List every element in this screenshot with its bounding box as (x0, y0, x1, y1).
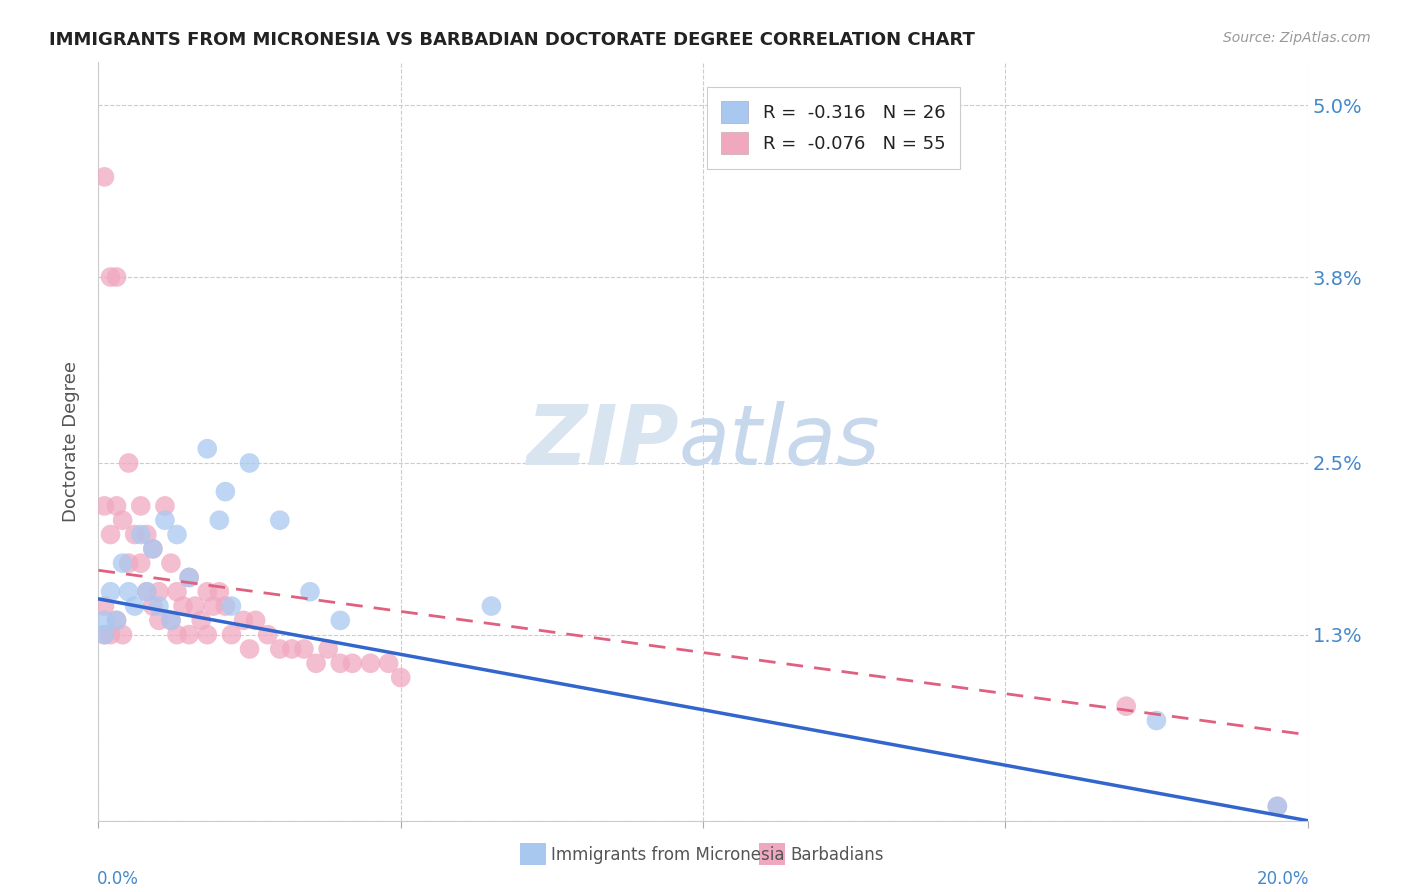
Point (1115, 699, 1137, 714)
Point (118, 584, 141, 599)
Point (93, 628, 115, 642)
Point (160, 613, 183, 627)
Point (208, 513, 231, 527)
Point (105, 270, 128, 285)
Point (221, 599, 243, 613)
Point (195, 442, 218, 456)
Text: Immigrants from Micronesia: Immigrants from Micronesia (551, 846, 785, 863)
Point (245, 613, 267, 627)
Point (166, 584, 188, 599)
Text: IMMIGRANTS FROM MICRONESIA VS BARBADIAN DOCTORATE DEGREE CORRELATION CHART: IMMIGRANTS FROM MICRONESIA VS BARBADIAN … (49, 31, 976, 49)
Point (195, 584, 218, 599)
Point (190, 613, 212, 627)
Point (221, 628, 243, 642)
Point (153, 513, 176, 527)
Point (135, 527, 157, 541)
Point (360, 657, 382, 671)
Point (172, 599, 194, 613)
Point (118, 556, 141, 570)
Point (166, 628, 188, 642)
Point (111, 556, 134, 570)
Point (93, 628, 115, 642)
Point (305, 657, 328, 671)
Point (135, 584, 157, 599)
Point (281, 642, 304, 657)
Point (292, 642, 315, 657)
Point (148, 599, 170, 613)
Point (129, 499, 152, 513)
Point (377, 657, 399, 671)
Point (232, 613, 254, 627)
Point (100, 584, 122, 599)
Point (160, 613, 183, 627)
Point (111, 513, 134, 527)
Point (179, 628, 201, 642)
Text: ZIP: ZIP (526, 401, 679, 482)
Text: 0.0%: 0.0% (97, 870, 139, 888)
Point (129, 527, 152, 541)
Point (124, 527, 146, 541)
Point (135, 584, 157, 599)
Point (166, 527, 188, 541)
Point (105, 613, 128, 627)
Point (329, 657, 352, 671)
Point (100, 628, 122, 642)
Point (481, 599, 503, 613)
Point (160, 556, 183, 570)
Point (1267, 799, 1289, 814)
Point (342, 657, 364, 671)
Point (184, 599, 207, 613)
Point (142, 541, 165, 556)
Point (239, 642, 262, 657)
Point (329, 613, 352, 627)
Point (93, 169, 115, 184)
Text: atlas: atlas (679, 401, 880, 482)
Point (1144, 714, 1167, 728)
Point (202, 599, 225, 613)
Legend: R =  -0.316   N = 26, R =  -0.076   N = 55: R = -0.316 N = 26, R = -0.076 N = 55 (707, 87, 960, 169)
Point (195, 628, 218, 642)
Point (299, 584, 322, 599)
Point (256, 628, 278, 642)
Point (214, 484, 236, 499)
Point (148, 584, 170, 599)
Point (148, 613, 170, 627)
Point (93, 499, 115, 513)
Point (93, 613, 115, 627)
Point (105, 613, 128, 627)
Point (129, 556, 152, 570)
Point (100, 527, 122, 541)
Point (142, 599, 165, 613)
Point (269, 513, 291, 527)
Point (105, 499, 128, 513)
Point (389, 671, 412, 685)
Point (179, 570, 201, 584)
Point (316, 642, 339, 657)
Point (179, 570, 201, 584)
Point (1267, 799, 1289, 814)
Point (100, 270, 122, 285)
Text: Source: ZipAtlas.com: Source: ZipAtlas.com (1223, 31, 1371, 45)
Point (208, 584, 231, 599)
Point (93, 599, 115, 613)
Point (239, 456, 262, 470)
Point (124, 599, 146, 613)
Point (153, 499, 176, 513)
Point (214, 599, 236, 613)
Point (111, 628, 134, 642)
Point (142, 541, 165, 556)
Point (269, 642, 291, 657)
Y-axis label: Doctorate Degree: Doctorate Degree (62, 361, 80, 522)
Point (118, 456, 141, 470)
Text: 20.0%: 20.0% (1257, 870, 1309, 888)
Text: Barbadians: Barbadians (790, 846, 884, 863)
